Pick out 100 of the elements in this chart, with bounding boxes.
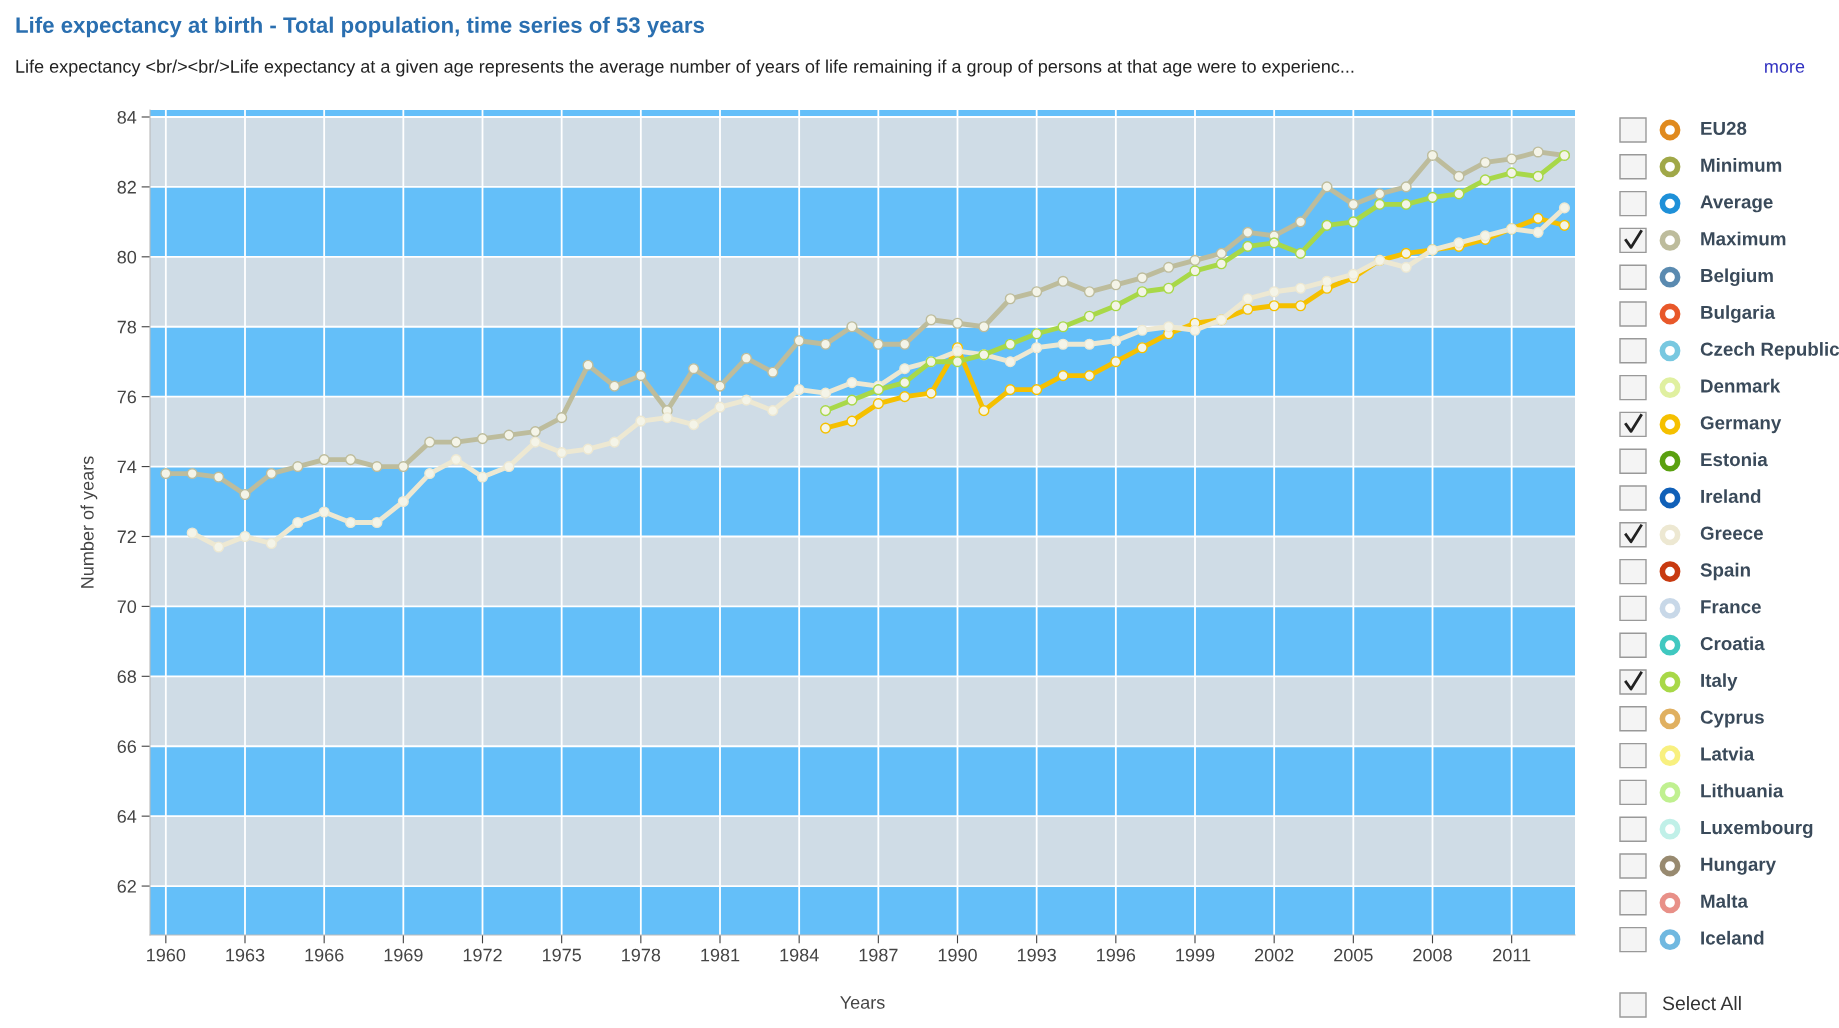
point bbox=[1400, 198, 1412, 210]
x-tick-label: 2011 bbox=[1493, 948, 1531, 962]
point bbox=[556, 447, 568, 459]
point bbox=[292, 461, 304, 473]
point bbox=[1506, 153, 1518, 165]
point bbox=[344, 516, 357, 529]
point bbox=[1163, 261, 1175, 273]
point bbox=[1294, 216, 1307, 228]
point bbox=[1532, 212, 1544, 224]
point bbox=[529, 426, 541, 438]
point bbox=[872, 398, 884, 410]
point bbox=[1189, 265, 1201, 277]
point bbox=[1426, 191, 1439, 203]
x-tick-label: 1975 bbox=[542, 948, 581, 962]
point bbox=[1268, 286, 1280, 298]
x-tick-label: 1981 bbox=[701, 948, 740, 962]
point bbox=[397, 461, 409, 473]
point bbox=[582, 443, 594, 455]
legend-label: Luxembourg bbox=[1701, 820, 1813, 838]
legend-label: Denmark bbox=[1701, 378, 1781, 393]
point bbox=[1400, 261, 1412, 273]
point bbox=[1215, 258, 1227, 270]
point bbox=[1189, 254, 1201, 266]
chart-title: Life expectancy at birth - Total population, time series of 53 years bbox=[16, 16, 704, 38]
point bbox=[1031, 328, 1043, 340]
point bbox=[661, 412, 673, 424]
x-tick-label: 1993 bbox=[1017, 948, 1056, 962]
point bbox=[608, 436, 621, 448]
point bbox=[819, 387, 832, 399]
point bbox=[899, 391, 911, 403]
legend-label: Croatia bbox=[1700, 636, 1765, 651]
legend-label: Czech Republic bbox=[1700, 342, 1839, 360]
point bbox=[318, 454, 330, 466]
point bbox=[714, 380, 726, 392]
point bbox=[899, 377, 911, 389]
point bbox=[450, 454, 462, 466]
point bbox=[1031, 384, 1043, 396]
point bbox=[1004, 384, 1016, 396]
point bbox=[1163, 282, 1175, 294]
point bbox=[872, 338, 884, 350]
x-tick-label: 2008 bbox=[1413, 948, 1452, 962]
point bbox=[1558, 219, 1571, 231]
point bbox=[1242, 226, 1254, 238]
point bbox=[318, 506, 330, 518]
point bbox=[397, 495, 409, 508]
point bbox=[1136, 342, 1148, 354]
y-tick-label: 74 bbox=[117, 460, 137, 474]
point bbox=[1294, 300, 1307, 312]
point bbox=[1083, 286, 1096, 298]
point bbox=[1083, 310, 1096, 322]
point bbox=[1136, 286, 1148, 298]
point bbox=[1136, 272, 1148, 284]
point bbox=[1321, 181, 1333, 193]
point bbox=[740, 394, 752, 406]
point bbox=[608, 380, 621, 392]
point bbox=[951, 356, 964, 368]
point bbox=[1083, 370, 1096, 382]
point bbox=[793, 335, 805, 347]
point bbox=[1347, 198, 1359, 210]
point bbox=[239, 530, 251, 543]
y-tick-label: 76 bbox=[117, 390, 137, 404]
y-tick-label: 68 bbox=[117, 670, 137, 684]
point bbox=[1321, 275, 1333, 287]
legend-label: Germany bbox=[1700, 416, 1782, 434]
point bbox=[1189, 324, 1201, 336]
point bbox=[160, 468, 172, 480]
point bbox=[1242, 240, 1254, 252]
x-axis-title: Years bbox=[840, 996, 885, 1009]
point bbox=[1400, 247, 1412, 259]
point bbox=[1321, 219, 1333, 231]
point bbox=[740, 352, 752, 364]
legend-label: Malta bbox=[1701, 894, 1749, 908]
point bbox=[1453, 170, 1465, 182]
y-tick-label: 82 bbox=[117, 180, 136, 194]
point bbox=[503, 461, 515, 473]
y-tick-label: 72 bbox=[117, 530, 136, 544]
point bbox=[925, 314, 937, 326]
point bbox=[371, 516, 383, 529]
point bbox=[1374, 198, 1386, 210]
point bbox=[846, 377, 858, 389]
point bbox=[951, 317, 964, 329]
point bbox=[186, 527, 198, 539]
point bbox=[1110, 300, 1122, 312]
point bbox=[371, 461, 383, 473]
point bbox=[767, 366, 779, 378]
legend-label: Average bbox=[1700, 195, 1773, 213]
point bbox=[1110, 279, 1122, 291]
y-tick-label: 66 bbox=[117, 740, 137, 753]
point bbox=[1004, 293, 1016, 305]
point bbox=[635, 370, 647, 382]
point bbox=[239, 488, 251, 501]
x-tick-label: 1969 bbox=[384, 948, 423, 962]
legend-label: Lithuania bbox=[1701, 783, 1784, 798]
point bbox=[1004, 338, 1016, 350]
x-tick-label: 1987 bbox=[859, 948, 898, 962]
text: more bbox=[1765, 62, 1805, 73]
point bbox=[767, 405, 779, 417]
point bbox=[1532, 146, 1544, 158]
point bbox=[503, 429, 515, 441]
legend-label: France bbox=[1701, 600, 1761, 614]
